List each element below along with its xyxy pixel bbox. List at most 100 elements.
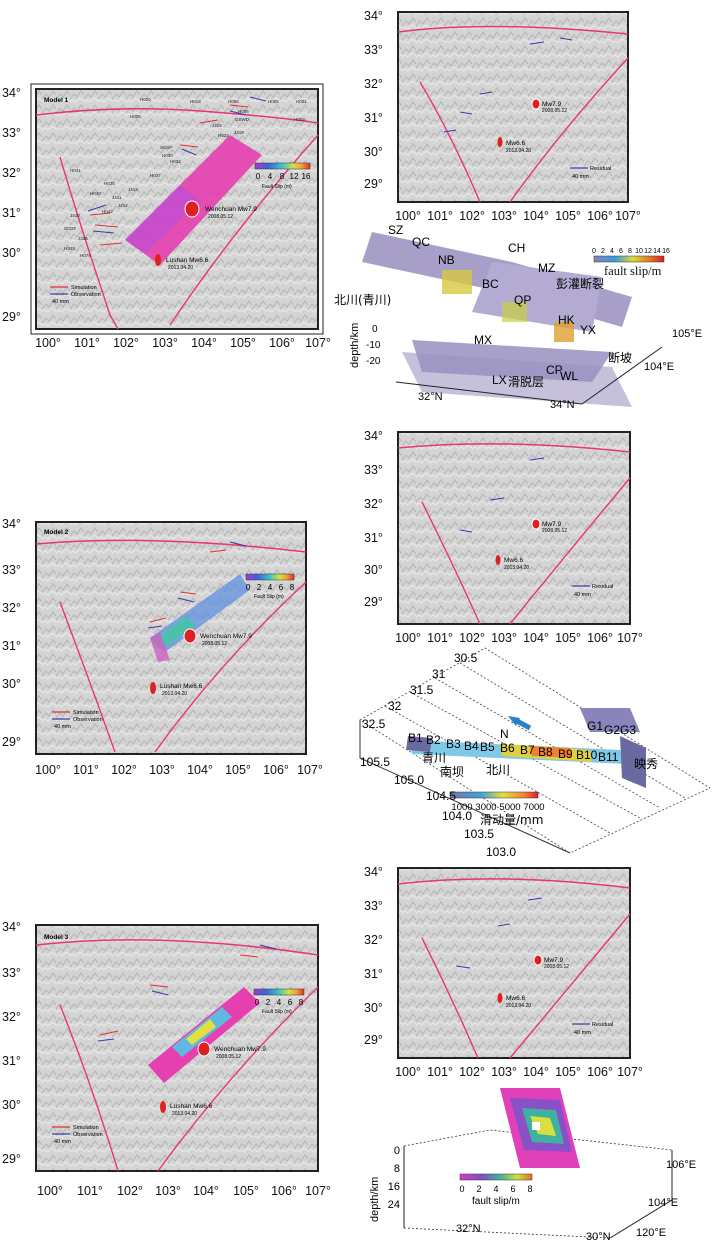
svg-text:J413: J413 xyxy=(128,187,138,192)
legend-residual: Residual xyxy=(592,584,613,590)
svg-text:32°: 32° xyxy=(2,601,21,615)
fault-line xyxy=(421,501,481,625)
svg-text:101°: 101° xyxy=(427,1065,453,1079)
svg-text:105°: 105° xyxy=(230,336,256,350)
colorbar-title: Fault Slip (m) xyxy=(262,1009,292,1015)
fault-line xyxy=(59,1004,119,1172)
svg-text:2: 2 xyxy=(266,998,271,1007)
svg-text:16: 16 xyxy=(662,248,670,255)
event-second-name: Mw6.6 xyxy=(506,995,526,1002)
svg-text:32°: 32° xyxy=(2,166,21,180)
legend-observation: Observation xyxy=(71,292,101,298)
lat-tick-32: 32°N xyxy=(456,1223,481,1235)
svg-text:J410: J410 xyxy=(70,213,80,218)
fault-line xyxy=(397,443,631,453)
svg-text:MZ: MZ xyxy=(538,261,555,275)
fault-surface-middle xyxy=(472,262,602,332)
svg-text:34°: 34° xyxy=(364,429,383,443)
fault-line xyxy=(509,477,631,625)
svg-text:105°: 105° xyxy=(233,1184,259,1198)
svg-text:WL: WL xyxy=(560,369,578,383)
event-second-date: 2013.04.20 xyxy=(172,1111,197,1117)
svg-text:30.5: 30.5 xyxy=(454,651,478,665)
epicenter-marker xyxy=(184,200,200,218)
residual3-map-panel: Mw7.9 2008.05.12 Mw6.6 2013.04.20 Residu… xyxy=(360,858,712,1088)
svg-text:105°: 105° xyxy=(225,763,251,777)
svg-text:B3: B3 xyxy=(446,737,461,751)
residual-arrows xyxy=(455,897,543,969)
g-segment-patch xyxy=(580,708,640,732)
svg-text:31°: 31° xyxy=(364,111,383,125)
svg-text:6: 6 xyxy=(619,248,623,255)
svg-text:101°: 101° xyxy=(427,631,453,645)
svg-text:6: 6 xyxy=(510,1184,515,1194)
svg-text:106°: 106° xyxy=(587,1065,613,1079)
svg-text:H040: H040 xyxy=(90,191,101,196)
event-second-name: Lushan Mw6.6 xyxy=(166,257,209,264)
colorbar xyxy=(593,255,665,263)
svg-text:32°: 32° xyxy=(364,933,383,947)
colorbar-title: 滑动量/mm xyxy=(480,813,543,827)
svg-text:105.0: 105.0 xyxy=(394,773,424,787)
svg-text:B8: B8 xyxy=(538,745,553,759)
svg-text:107°: 107° xyxy=(305,1184,330,1198)
svg-text:0: 0 xyxy=(459,1184,464,1194)
label-huatuoceng: 滑脱层 xyxy=(508,374,544,389)
colorbar xyxy=(459,1173,533,1181)
fault-line xyxy=(509,913,631,1059)
svg-text:NB: NB xyxy=(438,253,455,267)
colorbar-title: Fault Slip (m) xyxy=(262,184,292,190)
svg-text:G1: G1 xyxy=(587,719,603,733)
epicenter-marker xyxy=(155,254,161,266)
svg-text:GSWD: GSWD xyxy=(235,117,250,122)
svg-text:12: 12 xyxy=(290,172,299,181)
svg-text:24: 24 xyxy=(388,1199,400,1211)
svg-text:B10: B10 xyxy=(576,748,598,762)
epicenter-marker xyxy=(160,1101,166,1113)
svg-text:3000: 3000 xyxy=(475,802,496,813)
svg-text:QC: QC xyxy=(412,235,430,249)
svg-text:J419: J419 xyxy=(234,130,244,135)
svg-text:2: 2 xyxy=(257,583,262,592)
svg-text:30°: 30° xyxy=(364,1001,383,1015)
svg-text:34°: 34° xyxy=(364,865,383,879)
colorbar-ticks: 1000 3000 5000 7000 xyxy=(451,802,544,813)
axis-line xyxy=(395,381,583,405)
colorbar-ticks: 0 2 4 6 8 10 12 14 16 xyxy=(592,248,670,255)
grid-box xyxy=(403,1129,673,1239)
legend-simulation: Simulation xyxy=(73,1125,99,1131)
svg-text:102°: 102° xyxy=(113,336,139,350)
lon-tick-106: 106°E xyxy=(666,1159,696,1171)
fault-line xyxy=(397,25,629,35)
scale-label: 40 mm xyxy=(54,1139,71,1145)
svg-text:105.5: 105.5 xyxy=(360,755,390,769)
svg-text:104.5: 104.5 xyxy=(426,789,456,803)
legend-residual: Residual xyxy=(592,1022,613,1028)
label-beichuan: 北川 xyxy=(486,763,510,777)
svg-text:103.0: 103.0 xyxy=(486,845,516,859)
svg-text:B6: B6 xyxy=(500,741,515,755)
svg-text:100°: 100° xyxy=(35,763,61,777)
fault-line xyxy=(35,107,319,124)
legend-observation: Observation xyxy=(73,1132,103,1138)
observation-arrows xyxy=(87,96,267,234)
colorbar xyxy=(449,791,539,799)
label-yingxiu: 映秀 xyxy=(634,757,658,771)
svg-text:7000: 7000 xyxy=(523,802,544,813)
residual1-map-panel: Mw7.9 2008.05.12 Mw6.6 2013.04.20 Residu… xyxy=(360,2,712,232)
depth-axis-label: depth/km xyxy=(349,323,361,368)
svg-text:30°: 30° xyxy=(2,677,21,691)
svg-text:107°: 107° xyxy=(617,1065,643,1079)
svg-text:H035: H035 xyxy=(104,181,115,186)
axis-line xyxy=(581,346,663,405)
svg-text:4: 4 xyxy=(268,583,273,592)
lon-tick-104: 104°E xyxy=(644,361,674,373)
svg-text:104°: 104° xyxy=(191,336,217,350)
depth-ticks: 0 8 16 24 xyxy=(388,1145,400,1211)
residual-arrows xyxy=(459,457,545,533)
colorbar xyxy=(253,988,305,996)
svg-text:B5: B5 xyxy=(480,740,495,754)
label-nanba: 南坝 xyxy=(440,764,464,779)
svg-text:J411: J411 xyxy=(112,195,122,200)
label-qingchuan: 青川 xyxy=(422,751,446,765)
